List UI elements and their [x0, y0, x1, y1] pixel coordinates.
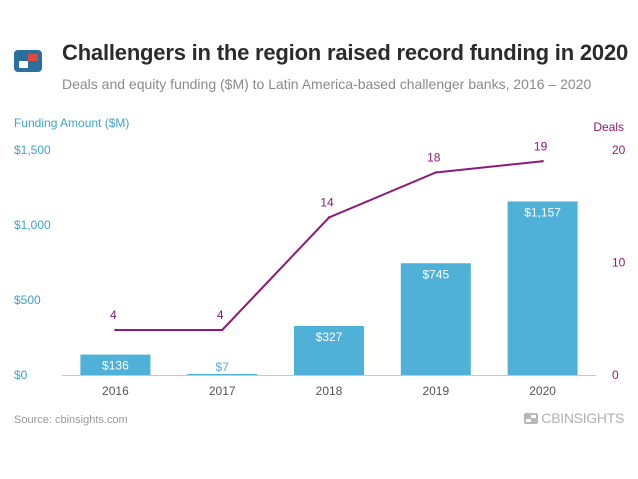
brand-wordmark: CBINSIGHTS	[524, 410, 624, 426]
chart-subtitle: Deals and equity funding ($M) to Latin A…	[62, 76, 592, 92]
deals-value-label: 18	[427, 151, 441, 165]
deals-point	[221, 328, 224, 332]
deals-value-label: 4	[110, 308, 117, 322]
y-right-tick-label: 20	[612, 143, 626, 157]
y-left-tick-label: $500	[14, 293, 41, 307]
bar-value-label: $745	[422, 267, 449, 281]
bar-value-label: $1,157	[524, 205, 561, 219]
brand-text: CBINSIGHTS	[541, 410, 624, 426]
bar-value-label: $327	[316, 330, 343, 344]
bar-value-label: $136	[102, 359, 129, 373]
bar	[80, 354, 151, 375]
deals-point	[541, 160, 544, 163]
bar	[294, 325, 364, 375]
y-left-tick-label: $0	[14, 368, 28, 382]
cb-insights-logo-icon	[14, 50, 42, 72]
x-tick-label: 2017	[209, 384, 236, 398]
y-left-axis-title: Funding Amount ($M)	[14, 116, 129, 130]
deals-point	[434, 171, 437, 174]
deals-point	[327, 216, 331, 219]
deals-value-label: 4	[217, 308, 224, 322]
cb-insights-wordmark-icon	[524, 412, 539, 424]
x-tick-label: 2016	[102, 384, 129, 398]
y-right-axis-title: Deals	[593, 120, 624, 134]
y-left-tick-label: $1,500	[14, 143, 51, 157]
y-right-tick-label: 10	[612, 256, 626, 270]
source-note: Source: cbinsights.com	[14, 414, 128, 426]
x-tick-label: 2020	[529, 384, 556, 398]
bar	[187, 373, 258, 375]
deals-point	[114, 328, 117, 332]
y-right-tick-label: 0	[612, 368, 619, 382]
chart-title: Challengers in the region raised record …	[62, 40, 629, 65]
deals-value-label: 19	[534, 139, 548, 153]
y-left-tick-label: $1,000	[14, 218, 51, 232]
deals-value-label: 14	[320, 196, 334, 210]
bar-value-label: $7	[216, 360, 230, 374]
bar	[507, 201, 578, 375]
bar	[400, 263, 471, 375]
x-tick-label: 2018	[316, 384, 343, 398]
x-tick-label: 2019	[422, 384, 449, 398]
deals-line	[115, 160, 543, 331]
